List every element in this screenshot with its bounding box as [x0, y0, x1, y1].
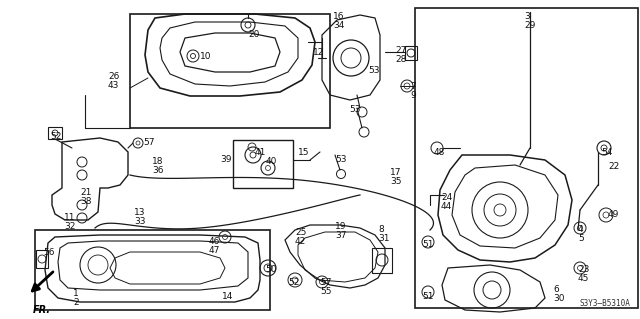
Text: 27: 27	[395, 46, 406, 55]
Text: 43: 43	[108, 81, 120, 90]
Text: 16: 16	[333, 12, 344, 21]
Text: 50: 50	[265, 265, 276, 274]
Text: 37: 37	[335, 231, 346, 240]
Text: 51: 51	[422, 292, 433, 301]
Text: 36: 36	[152, 166, 163, 175]
Bar	[415, 8, 638, 308]
Bar	[405, 46, 417, 60]
Text: S3Y3–B5310A: S3Y3–B5310A	[579, 299, 630, 308]
Text: 9: 9	[410, 91, 416, 100]
Text: 44: 44	[441, 202, 452, 211]
Text: 56: 56	[43, 248, 54, 257]
Text: 52: 52	[288, 278, 300, 287]
Text: 57: 57	[143, 138, 154, 147]
Bar	[35, 230, 270, 310]
Bar	[130, 14, 330, 128]
Text: 17: 17	[390, 168, 401, 177]
Text: 26: 26	[108, 72, 120, 81]
Text: 31: 31	[378, 234, 390, 243]
Text: 35: 35	[390, 177, 401, 186]
Text: 28: 28	[395, 55, 406, 64]
Text: 14: 14	[222, 292, 234, 301]
Text: 47: 47	[209, 246, 220, 255]
Text: 5: 5	[578, 234, 584, 243]
Text: 1: 1	[73, 289, 79, 298]
Text: 15: 15	[298, 148, 310, 157]
Text: 53: 53	[368, 66, 380, 75]
Text: 55: 55	[320, 287, 332, 296]
Text: 48: 48	[434, 148, 445, 157]
Text: 51: 51	[422, 240, 433, 249]
Text: 54: 54	[601, 148, 612, 157]
Text: 21: 21	[80, 188, 92, 197]
Text: FR.: FR.	[33, 305, 51, 315]
Text: 6: 6	[553, 285, 559, 294]
Text: 41: 41	[255, 148, 266, 157]
Text: 22: 22	[608, 162, 620, 171]
Bar	[233, 140, 293, 188]
Bar	[36, 250, 48, 268]
Text: 42: 42	[295, 237, 307, 246]
Text: 33: 33	[134, 217, 145, 226]
Text: 23: 23	[578, 265, 589, 274]
Text: 40: 40	[266, 157, 277, 166]
Text: 46: 46	[209, 237, 220, 246]
Text: 53: 53	[349, 105, 360, 114]
Text: 25: 25	[295, 228, 307, 237]
Text: 19: 19	[335, 222, 346, 231]
Text: 32: 32	[64, 222, 76, 231]
Text: 45: 45	[578, 274, 589, 283]
Text: 53: 53	[335, 155, 346, 164]
Text: 18: 18	[152, 157, 163, 166]
Text: 57: 57	[320, 278, 332, 287]
Text: 38: 38	[80, 197, 92, 206]
Text: 4: 4	[578, 225, 584, 234]
Text: 20: 20	[248, 30, 259, 39]
Text: 34: 34	[333, 21, 344, 30]
Text: 52: 52	[50, 132, 61, 141]
Text: 39: 39	[220, 155, 232, 164]
Text: 49: 49	[608, 210, 620, 219]
Text: 24: 24	[441, 193, 452, 202]
Text: 10: 10	[200, 52, 211, 61]
Text: 30: 30	[553, 294, 564, 303]
Text: 7: 7	[410, 82, 416, 91]
Text: 2: 2	[73, 298, 79, 307]
Bar	[372, 248, 392, 273]
Text: 12: 12	[313, 48, 324, 57]
Text: 11: 11	[64, 213, 76, 222]
Bar	[48, 127, 62, 139]
Text: 3: 3	[524, 12, 530, 21]
Text: 8: 8	[378, 225, 384, 234]
Text: 13: 13	[134, 208, 145, 217]
Text: 29: 29	[524, 21, 536, 30]
